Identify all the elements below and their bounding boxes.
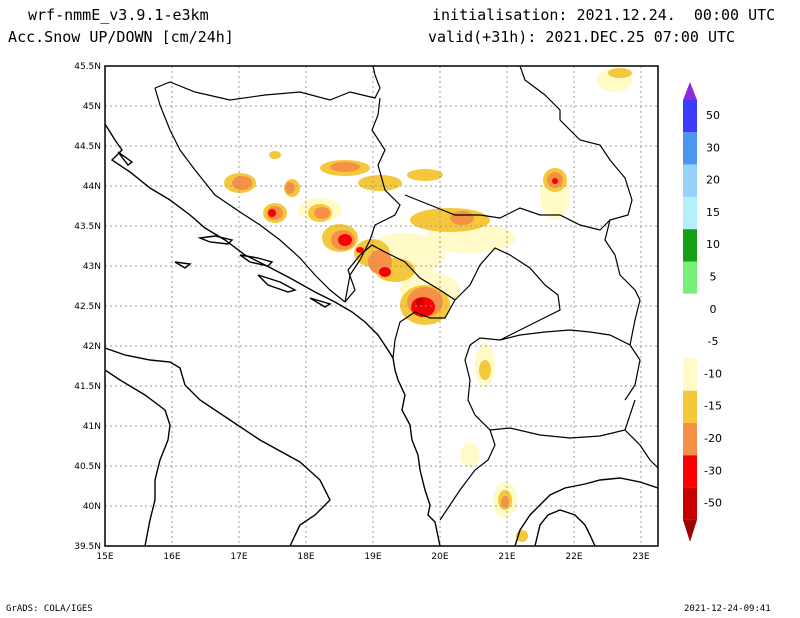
lat-tick-label: 40.5N [74,462,101,472]
lat-tick-label: 42.5N [74,302,101,312]
colorbar-label: 30 [706,141,720,154]
lat-tick-label: 39.5N [74,542,101,552]
init-time: initialisation: 2021.12.24. 00:00 UTC [432,6,776,24]
lat-tick-label: 45.5N [74,62,101,72]
dark-red-shading [416,298,424,306]
colorbar-swatch [683,196,697,230]
map-frame [104,65,659,547]
lat-tick-label: 44N [83,182,101,192]
render-timestamp: 2021-12-24-09:41 [684,604,771,614]
snow-field [224,68,633,542]
colorbar-swatch [683,455,697,488]
lat-tick-label: 43N [83,262,101,272]
coastlines [105,123,658,546]
colorbar-label: -15 [704,400,722,413]
colorbar-swatch [683,390,697,423]
colorbar-label: 50 [706,109,720,122]
lon-tick-label: 22E [565,552,582,562]
colorbar-label: 15 [706,206,720,219]
colorbar-label: 10 [706,238,720,251]
colorbar-swatch [683,100,697,133]
colorbar-label: -10 [704,367,722,380]
colorbar-swatch [683,132,697,165]
lon-tick-label: 19E [364,552,381,562]
colorbar-swatch [683,358,697,391]
colorbar-label: 0 [710,303,717,316]
pale-shading [298,68,633,518]
colorbar-swatch [683,164,697,197]
colorbar-swatch [683,293,697,327]
lon-tick-label: 17E [230,552,247,562]
lon-tick-label: 15E [96,552,113,562]
colorbar-swatch [683,326,697,359]
colorbar-label: -20 [704,432,722,445]
longitude-labels: 15E 16E 17E 18E 19E 20E 21E 22E 23E [96,552,649,562]
lon-tick-label: 21E [498,552,515,562]
country-borders [154,66,658,521]
colorbar-swatch [683,423,697,456]
software-credit: GrADS: COLA/IGES [6,604,93,614]
lon-tick-label: 18E [297,552,314,562]
lat-tick-label: 41N [83,422,101,432]
lat-tick-label: 42N [83,342,101,352]
lat-tick-label: 43.5N [74,222,101,232]
lat-tick-label: 40N [83,502,101,512]
orange-shading [232,162,563,508]
colorbar-top-arrow [683,82,697,100]
colorbar-label: 5 [710,271,717,284]
map-grid [105,66,658,546]
colorbar-bottom-arrow [683,519,697,542]
model-title: wrf-nmmE_v3.9.1-e3km [28,6,209,24]
valid-time: valid(+31h): 2021.DEC.25 07:00 UTC [428,28,736,46]
colorbar-swatch [683,487,697,520]
latitude-labels: 45.5N 45N 44.5N 44N 43.5N 43N 42.5N 42N 41.5N 41N… [74,62,101,552]
lat-tick-label: 45N [83,102,101,112]
field-title: h Acc.Snow UP/DOWN [cm/24h] [0,28,234,46]
colorbar-label: 20 [706,174,720,187]
lat-tick-label: 41.5N [74,382,101,392]
colorbar-label: -30 [704,464,722,477]
colorbar-swatch [683,261,697,294]
colorbar-swatch [683,229,697,262]
lon-tick-label: 16E [163,552,180,562]
lon-tick-label: 20E [431,552,448,562]
lat-tick-label: 44.5N [74,142,101,152]
lon-tick-label: 23E [632,552,649,562]
colorbar-label: -50 [704,497,722,510]
colorbar-label: -5 [708,335,719,348]
